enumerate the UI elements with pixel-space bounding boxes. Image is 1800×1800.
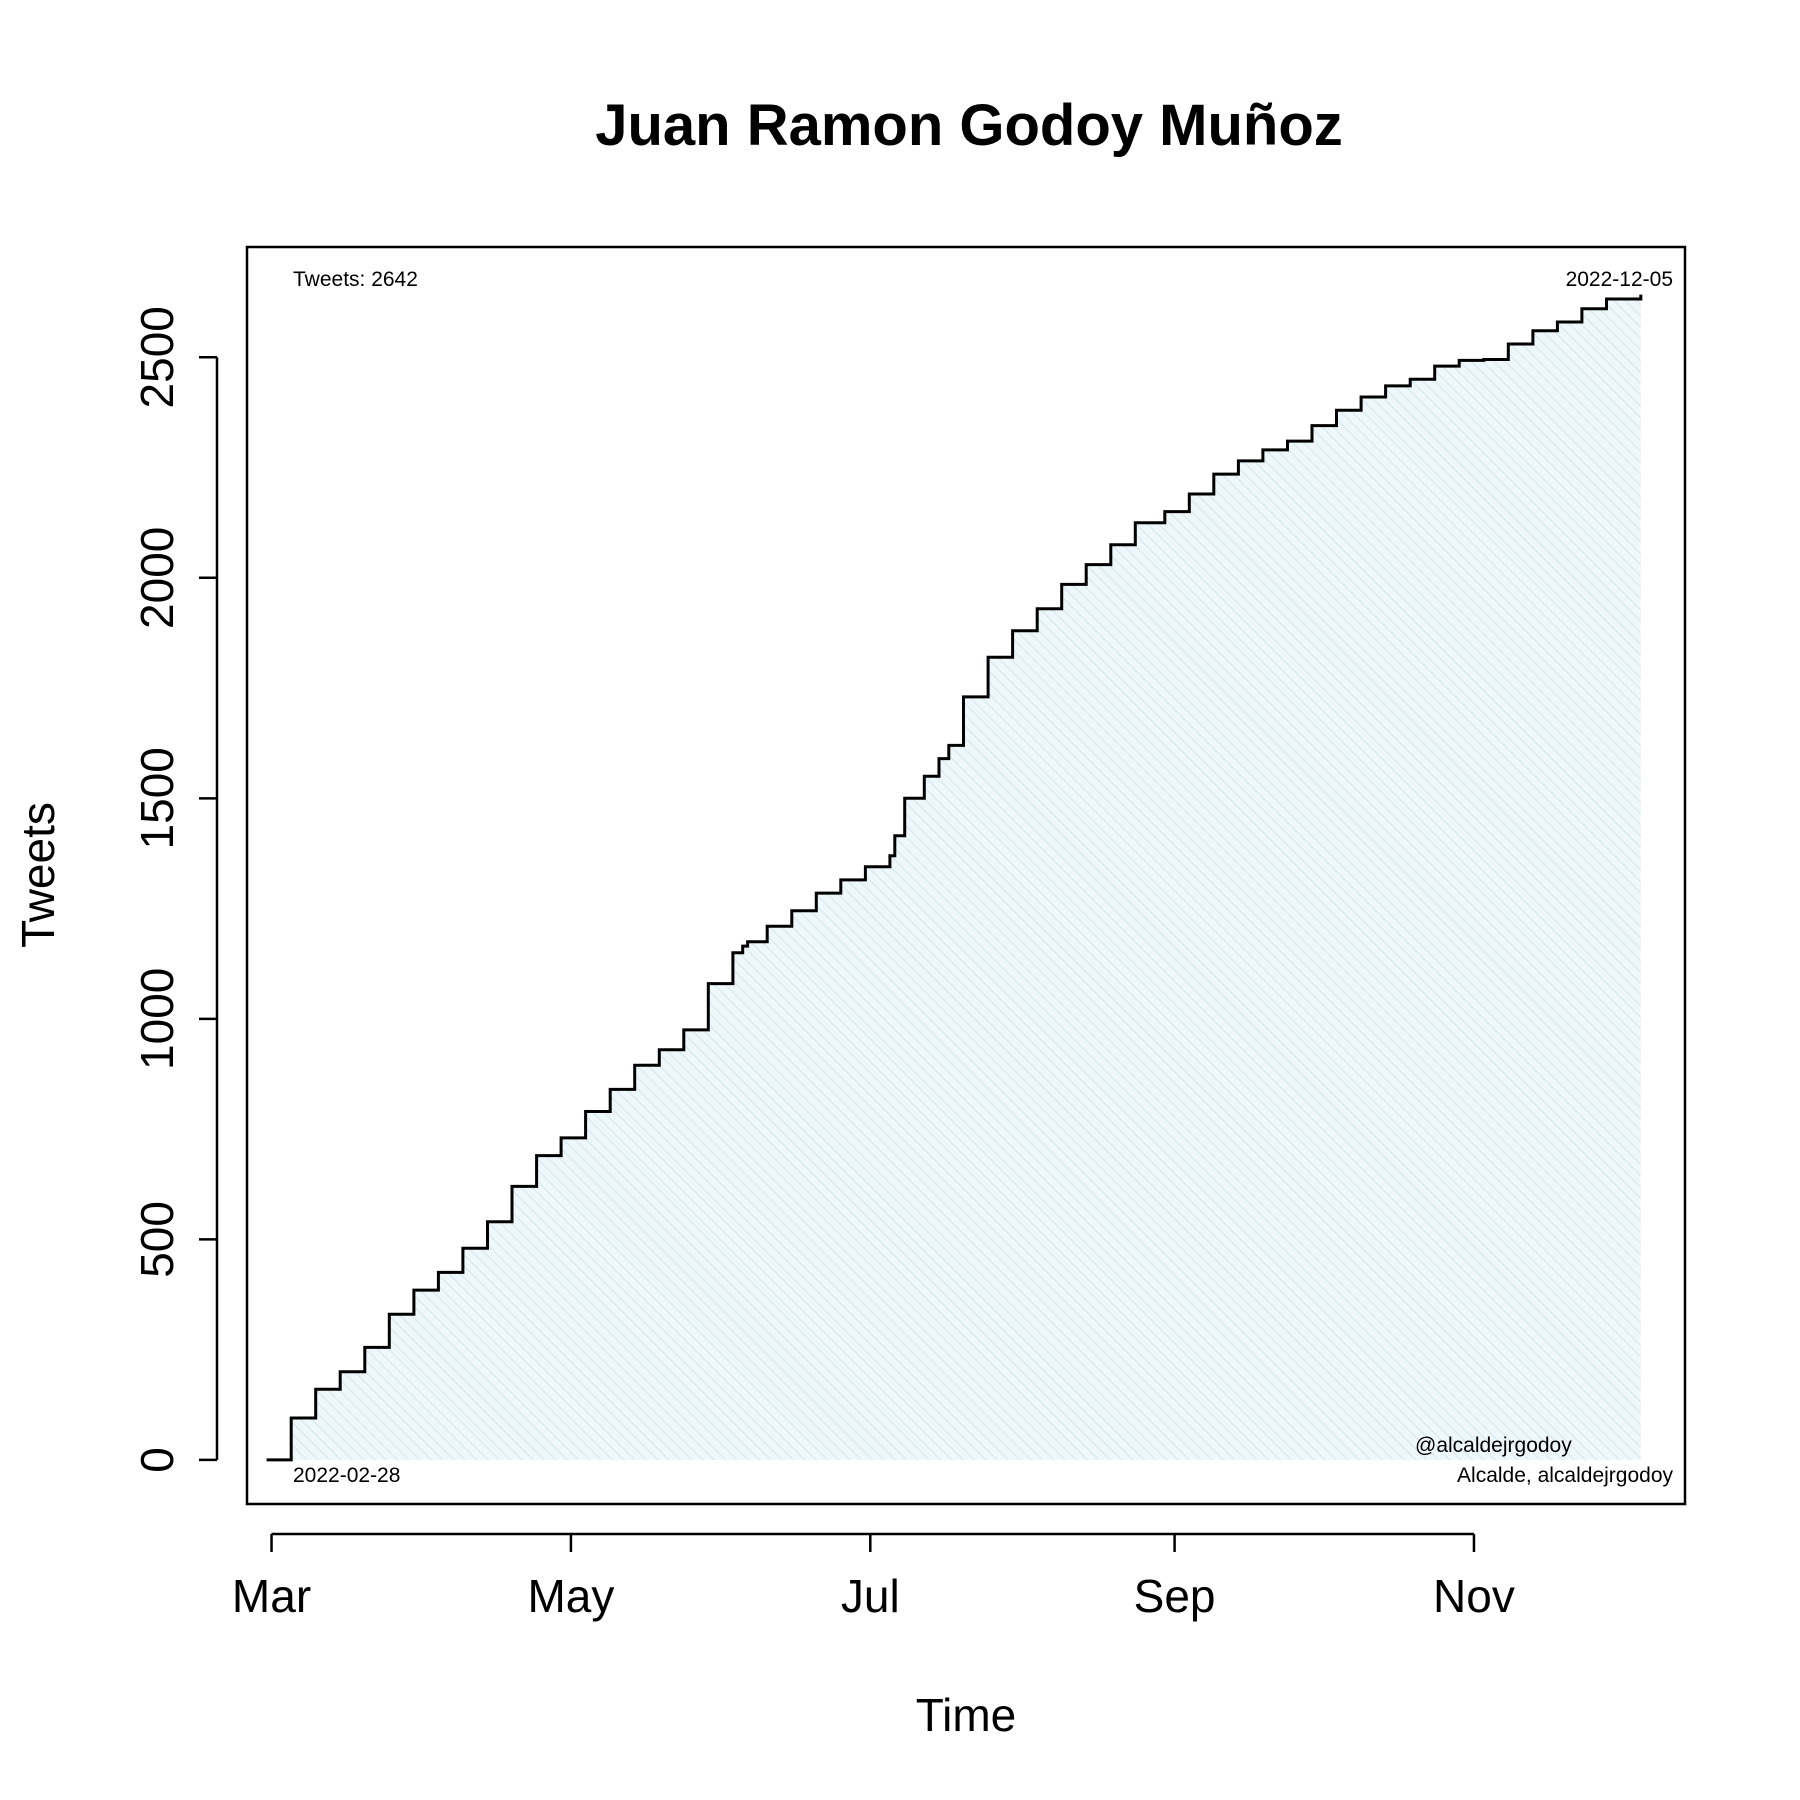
tweet-count-annotation: Tweets: 2642 [293,268,418,291]
y-axis-label: Tweets [12,802,64,948]
x-tick-label: Nov [1433,1570,1515,1622]
y-tick-label: 0 [131,1447,183,1473]
y-tick-label: 2500 [131,306,183,408]
chart-title: Juan Ramon Godoy Muñoz [595,93,1343,158]
x-axis-label: Time [916,1689,1017,1741]
x-tick-label: Mar [232,1570,311,1622]
x-tick-label: Sep [1134,1570,1216,1622]
y-tick-label: 500 [131,1201,183,1278]
cumulative-step-line [266,294,1643,1462]
plot-frame [245,245,1687,1506]
handle-annotation: @alcaldejrgodoy [1415,1434,1572,1457]
end-date-annotation: 2022-12-05 [1566,268,1673,291]
y-tick-label: 2000 [131,527,183,629]
y-axis: 0 500 1000 1500 2000 2500 [131,306,219,1473]
x-tick-label: May [527,1570,614,1622]
y-tick-label: 1500 [131,747,183,849]
description-annotation: Alcalde, alcaldejrgodoy [1457,1464,1673,1487]
y-tick-label: 1000 [131,968,183,1070]
start-date-annotation: 2022-02-28 [293,1464,400,1487]
x-axis: Mar May Jul Sep Nov [232,1532,1515,1622]
cumulative-area-fill [266,294,1641,1460]
x-tick-label: Jul [841,1570,900,1622]
